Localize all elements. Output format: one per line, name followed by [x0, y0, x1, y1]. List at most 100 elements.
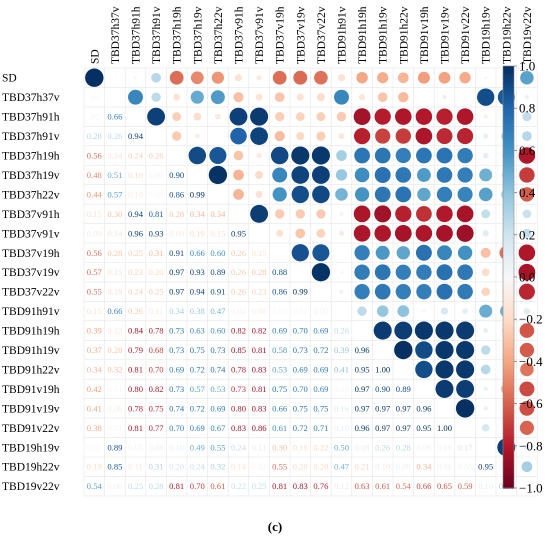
- corr-circle: [519, 323, 535, 338]
- colorbar-segment: [503, 165, 514, 168]
- colorbar-segment: [503, 190, 514, 194]
- row-label: TBD37h19v: [2, 170, 60, 182]
- corr-circle: [256, 152, 262, 159]
- corr-circle: [374, 147, 391, 164]
- corr-value: 0.21: [355, 462, 370, 472]
- corr-circle: [480, 364, 491, 375]
- corr-value: 0.81: [272, 481, 287, 491]
- colorbar-segment: [503, 371, 514, 375]
- corr-value: 0.75: [293, 403, 308, 413]
- corr-value: 0.56: [87, 151, 103, 161]
- corr-circle: [481, 424, 490, 432]
- corr-value: 0.06: [437, 462, 453, 472]
- corr-value: 0.66: [190, 248, 206, 258]
- corr-value: 0.91: [210, 287, 225, 297]
- colorbar-segment: [503, 464, 514, 468]
- corr-value: 0.08: [355, 442, 370, 452]
- corr-value: 0.20: [293, 462, 308, 472]
- colorbar-segment: [503, 177, 514, 181]
- corr-circle: [438, 71, 451, 84]
- corr-value: 0.08: [396, 462, 411, 472]
- corr-value: 0.89: [107, 442, 122, 452]
- corr-value: 0.15: [87, 306, 102, 316]
- colorbar-segment: [503, 420, 514, 424]
- colorbar-segment: [503, 403, 514, 407]
- colorbar-tick-label: 0.8: [519, 101, 535, 116]
- colorbar-segment: [503, 441, 514, 445]
- colorbar-segment: [503, 450, 514, 453]
- corr-circle: [376, 305, 389, 317]
- colorbar-segment: [503, 479, 514, 483]
- corr-value: 0.28: [107, 248, 122, 258]
- column-label: TBD37h22v: [213, 6, 225, 64]
- colorbar-tick-label: −0.4: [519, 354, 543, 369]
- corr-value: 0.97: [355, 403, 371, 413]
- corr-value: 0.18: [293, 442, 308, 452]
- colorbar-segment: [503, 116, 514, 120]
- colorbar-segment: [503, 325, 514, 329]
- colorbar-segment: [503, 401, 514, 405]
- colorbar-segment: [503, 230, 514, 234]
- corr-value: 0.47: [334, 462, 350, 472]
- corr-circle: [456, 224, 474, 242]
- colorbar-segment: [503, 306, 514, 310]
- column-label: TBD91v19h: [419, 6, 431, 64]
- corr-value: 0.95: [478, 462, 493, 472]
- corr-value: 0.20: [313, 462, 328, 472]
- colorbar-segment: [503, 272, 514, 276]
- corr-circle: [435, 340, 454, 360]
- corr-value: 0.10: [128, 189, 143, 199]
- corr-value: 0.51: [107, 170, 122, 180]
- corr-value: 0.57: [87, 267, 103, 277]
- colorbar-segment: [503, 378, 514, 381]
- corr-circle: [250, 107, 269, 126]
- colorbar-segment: [503, 264, 514, 268]
- corr-value: 0.78: [231, 364, 246, 374]
- corr-value: 0.15: [107, 267, 122, 277]
- colorbar-segment: [503, 215, 514, 219]
- corr-value: 0.81: [252, 345, 267, 355]
- corr-value: 0.28: [396, 442, 411, 452]
- corr-circle: [524, 94, 530, 100]
- colorbar-segment: [503, 169, 514, 173]
- corr-value: 0.72: [293, 423, 308, 433]
- corr-circle: [339, 212, 344, 216]
- colorbar-segment: [503, 135, 514, 139]
- corr-circle: [334, 89, 349, 105]
- corr-value: 0.41: [334, 364, 349, 374]
- corr-value: 0.28: [252, 267, 267, 277]
- colorbar-segment: [503, 471, 514, 474]
- corr-circle: [395, 284, 411, 300]
- corr-circle: [316, 93, 325, 102]
- column-label: TBD19h19v: [481, 6, 493, 64]
- colorbar-segment: [503, 245, 514, 249]
- colorbar-segment: [503, 108, 514, 111]
- corr-value: 0.48: [87, 170, 102, 180]
- colorbar-segment: [503, 243, 514, 246]
- colorbar-segment: [503, 249, 514, 253]
- corr-circle: [291, 146, 310, 165]
- corr-circle: [523, 444, 530, 451]
- colorbar-segment: [503, 363, 514, 367]
- colorbar-segment: [503, 251, 514, 255]
- colorbar-segment: [503, 359, 514, 362]
- row-label: TBD37h22v: [2, 189, 60, 201]
- colorbar-segment: [503, 101, 514, 105]
- colorbar-segment: [503, 173, 514, 177]
- corr-circle: [395, 186, 412, 203]
- corr-circle: [354, 245, 370, 261]
- corr-value: 0.24: [128, 287, 144, 297]
- corr-value: 0.39: [334, 345, 349, 355]
- corr-circle: [484, 76, 488, 80]
- corr-circle: [274, 130, 285, 142]
- corr-circle: [457, 245, 473, 260]
- corr-circle: [151, 92, 161, 102]
- corr-circle: [398, 91, 409, 103]
- colorbar-segment: [503, 224, 514, 227]
- corr-value: 1.00: [375, 364, 390, 374]
- corr-value: 0.34: [169, 306, 185, 316]
- corr-value: 0.37: [87, 345, 103, 355]
- corr-circle: [417, 187, 431, 202]
- corr-value: 0.23: [128, 267, 143, 277]
- corr-circle: [436, 147, 453, 164]
